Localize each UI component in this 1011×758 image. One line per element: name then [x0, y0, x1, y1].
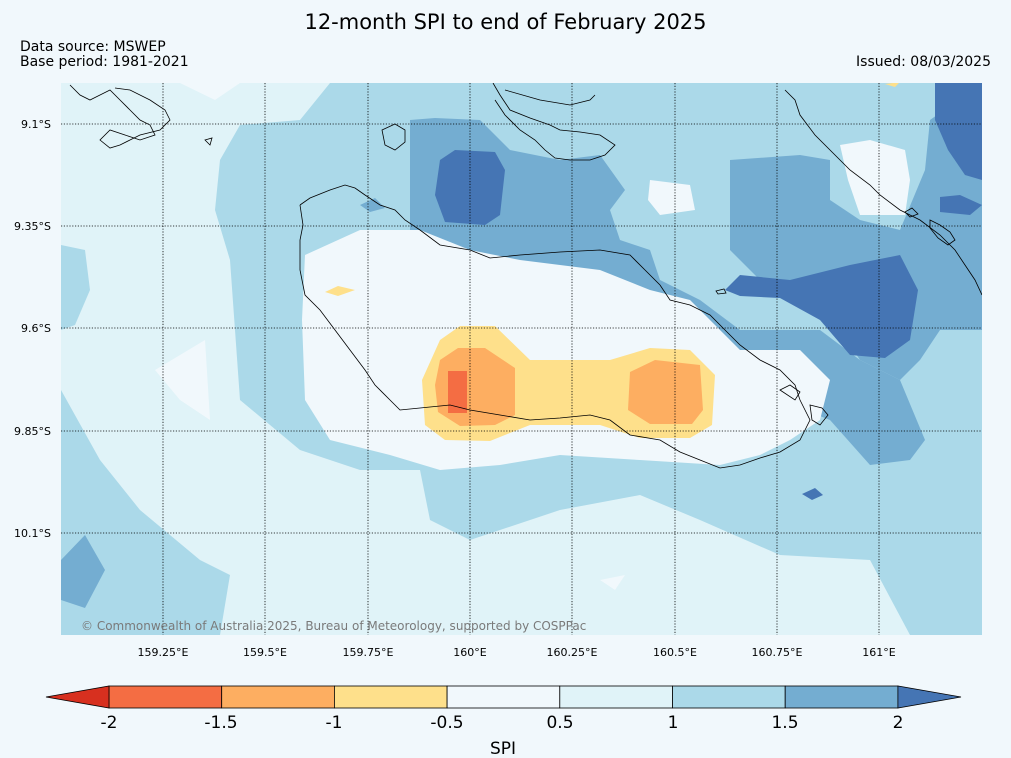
spi-region-1-1.5	[61, 390, 230, 635]
lat-label: 10.1°S	[14, 527, 51, 540]
map-metadata: Data source: MSWEP Base period: 1981-202…	[20, 40, 189, 70]
colorbar-tick: 2	[893, 713, 904, 733]
spi-region-near-normal	[180, 83, 240, 100]
colorbar-tick: -2	[101, 713, 118, 733]
map-title: 12-month SPI to end of February 2025	[304, 10, 707, 34]
colorbar-segment	[221, 685, 335, 709]
lon-label: 159.5°E	[243, 646, 287, 659]
lat-label: 9.85°S	[14, 425, 51, 438]
colorbar-tick: -1.5	[204, 713, 237, 733]
spi-region-near-normal	[155, 340, 210, 420]
colorbar-segment	[333, 685, 448, 709]
colorbar-tick: -0.5	[430, 713, 463, 733]
spi-region-near-normal	[648, 180, 695, 215]
spi-region-1.5-2	[730, 83, 982, 380]
lon-label: 160.5°E	[653, 646, 697, 659]
lon-label: 159.25°E	[138, 646, 189, 659]
colorbar-segment	[672, 685, 786, 709]
map-panel: © Commonwealth of Australia 2025, Bureau…	[61, 83, 982, 635]
colorbar-segment	[559, 685, 673, 709]
colorbar-tick: -1	[326, 713, 343, 733]
lon-label: 160.25°E	[547, 646, 598, 659]
colorbar-segment	[108, 685, 223, 709]
latitude-labels: 9.1°S 9.35°S 9.6°S 9.85°S 10.1°S	[14, 118, 51, 540]
lon-label: 161°E	[862, 646, 895, 659]
issued-date-text: Issued: 08/03/2025	[856, 54, 991, 70]
colorbar-tick: 0.5	[546, 713, 573, 733]
spi-region-minus-1-minus-0.5	[885, 83, 899, 87]
lat-label: 9.6°S	[21, 322, 51, 335]
spi-region-above-2	[935, 83, 982, 180]
colorbar-tick: 1.5	[771, 713, 798, 733]
colorbar-segment	[446, 685, 561, 709]
lon-label: 160°E	[453, 646, 486, 659]
spi-region-minus-2-minus-1.5	[448, 371, 467, 413]
coastline	[69, 83, 982, 469]
spi-region-1.5-2	[61, 535, 105, 608]
copyright-text: © Commonwealth of Australia 2025, Bureau…	[81, 619, 586, 633]
colorbar-tick: 1	[668, 713, 679, 733]
spi-colorbar	[45, 685, 962, 709]
lat-label: 9.1°S	[21, 118, 51, 131]
lon-label: 159.75°E	[343, 646, 394, 659]
spi-region-1-1.5	[61, 245, 90, 330]
spi-region-above-2	[725, 255, 918, 358]
spi-region-above-2	[940, 195, 982, 215]
graticule	[61, 83, 982, 635]
colorbar-segment	[784, 685, 899, 709]
lon-label: 160.75°E	[752, 646, 803, 659]
longitude-labels: 159.25°E 159.5°E 159.75°E 160°E 160.25°E…	[138, 646, 896, 659]
colorbar-extend-high	[897, 685, 962, 709]
base-period-text: Base period: 1981-2021	[20, 54, 189, 70]
spi-region-near-normal	[600, 575, 625, 590]
spi-region-above-2	[802, 488, 823, 500]
spi-region-1.5-2	[360, 198, 385, 212]
spi-region-near-normal	[840, 140, 910, 215]
colorbar-label: SPI	[490, 739, 516, 758]
spi-region-minus-1-minus-0.5	[325, 286, 355, 296]
data-source-text: Data source: MSWEP	[20, 39, 166, 55]
colorbar-extend-low	[45, 685, 110, 709]
colorbar-ticks: -2 -1.5 -1 -0.5 0.5 1 1.5 2	[101, 713, 904, 733]
spi-region-minus-1.5-minus-1	[628, 360, 703, 424]
lat-label: 9.35°S	[14, 220, 51, 233]
